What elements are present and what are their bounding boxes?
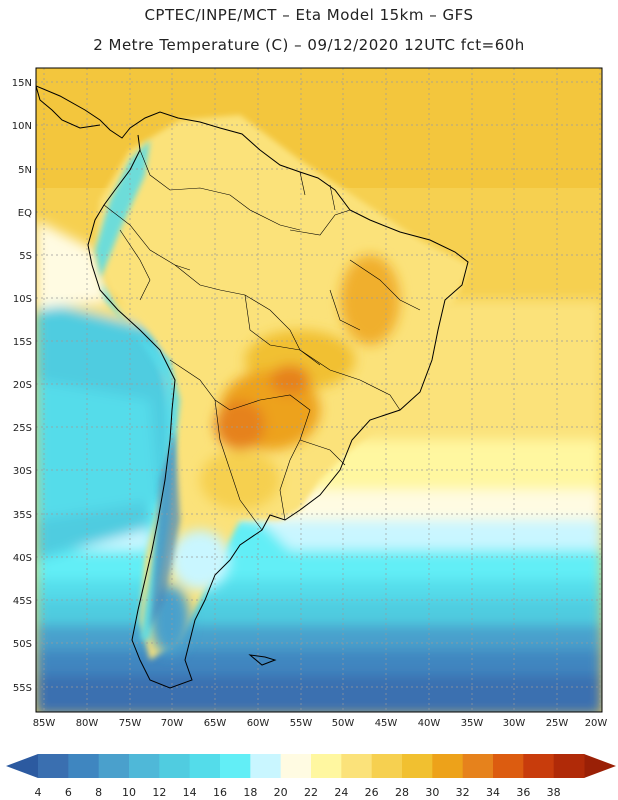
chart-title: CPTEC/INPE/MCT – Eta Model 15km – GFS (144, 6, 474, 24)
longitude-axis: 85W 80W 75W 70W 65W 60W 55W 50W 45W 40W … (33, 718, 608, 729)
colorbar-label: 8 (95, 786, 102, 799)
lat-label: 40S (13, 553, 32, 564)
lon-label: 70W (161, 718, 184, 729)
colorbar: 4 6 8 10 12 14 16 18 20 22 24 26 28 30 3… (6, 754, 616, 799)
colorbar-label: 34 (486, 786, 500, 799)
lat-label: 5N (18, 165, 32, 176)
lat-label: 50S (13, 639, 32, 650)
lat-label: 20S (13, 380, 32, 391)
temperature-field (36, 68, 602, 712)
lat-label: 55S (13, 683, 32, 694)
colorbar-box (250, 754, 282, 778)
colorbar-label: 30 (425, 786, 439, 799)
colorbar-box (523, 754, 555, 778)
colorbar-box (371, 754, 403, 778)
lat-label: 15N (12, 78, 32, 89)
colorbar-label: 26 (365, 786, 379, 799)
colorbar-label: 24 (334, 786, 348, 799)
lat-label: 5S (19, 251, 32, 262)
colorbar-box (553, 754, 585, 778)
country-borders (103, 149, 421, 531)
lon-label: 85W (33, 718, 56, 729)
colorbar-label: 20 (274, 786, 288, 799)
colorbar-label: 38 (547, 786, 561, 799)
colorbar-under-arrow (6, 754, 38, 778)
lon-label: 80W (76, 718, 99, 729)
lon-label: 65W (204, 718, 227, 729)
lon-label: 30W (503, 718, 526, 729)
colorbar-box (311, 754, 342, 778)
colorbar-label: 14 (183, 786, 197, 799)
lat-label: EQ (18, 208, 32, 219)
colorbar-label: 32 (456, 786, 470, 799)
coastlines (36, 85, 469, 689)
colorbar-label: 12 (152, 786, 166, 799)
colorbar-box (68, 754, 100, 778)
colorbar-box (220, 754, 251, 778)
map-frame (35, 67, 603, 713)
lon-label: 40W (418, 718, 441, 729)
colorbar-label: 18 (243, 786, 257, 799)
lat-label: 35S (13, 510, 32, 521)
lon-label: 55W (290, 718, 313, 729)
lat-label: 10S (13, 294, 32, 305)
colorbar-label: 22 (304, 786, 318, 799)
colorbar-box (189, 754, 221, 778)
colorbar-box (98, 754, 130, 778)
lon-label: 20W (585, 718, 608, 729)
lat-label: 15S (13, 337, 32, 348)
lon-label: 60W (247, 718, 270, 729)
colorbar-label: 4 (35, 786, 42, 799)
lon-label: 35W (461, 718, 484, 729)
lat-label: 30S (13, 466, 32, 477)
colorbar-box (493, 754, 524, 778)
colorbar-box (280, 754, 312, 778)
lon-label: 50W (332, 718, 355, 729)
lat-label: 25S (13, 423, 32, 434)
colorbar-box (38, 754, 69, 778)
colorbar-label: 10 (122, 786, 136, 799)
colorbar-box (159, 754, 191, 778)
colorbar-box (129, 754, 160, 778)
colorbar-box (341, 754, 373, 778)
lon-label: 25W (546, 718, 569, 729)
graticule (36, 68, 602, 712)
lon-label: 45W (375, 718, 398, 729)
latitude-axis: 15N 10N 5N EQ 5S 10S 15S 20S 25S 30S 35S… (12, 78, 32, 694)
chart-subtitle: 2 Metre Temperature (C) – 09/12/2020 12U… (93, 36, 525, 54)
colorbar-box (432, 754, 464, 778)
lat-label: 10N (12, 121, 32, 132)
lat-label: 45S (13, 596, 32, 607)
colorbar-label: 36 (516, 786, 530, 799)
colorbar-over-arrow (584, 754, 616, 778)
colorbar-label: 28 (395, 786, 409, 799)
colorbar-box (462, 754, 494, 778)
colorbar-label: 6 (65, 786, 72, 799)
colorbar-label: 16 (213, 786, 227, 799)
colorbar-box (402, 754, 433, 778)
lon-label: 75W (119, 718, 142, 729)
